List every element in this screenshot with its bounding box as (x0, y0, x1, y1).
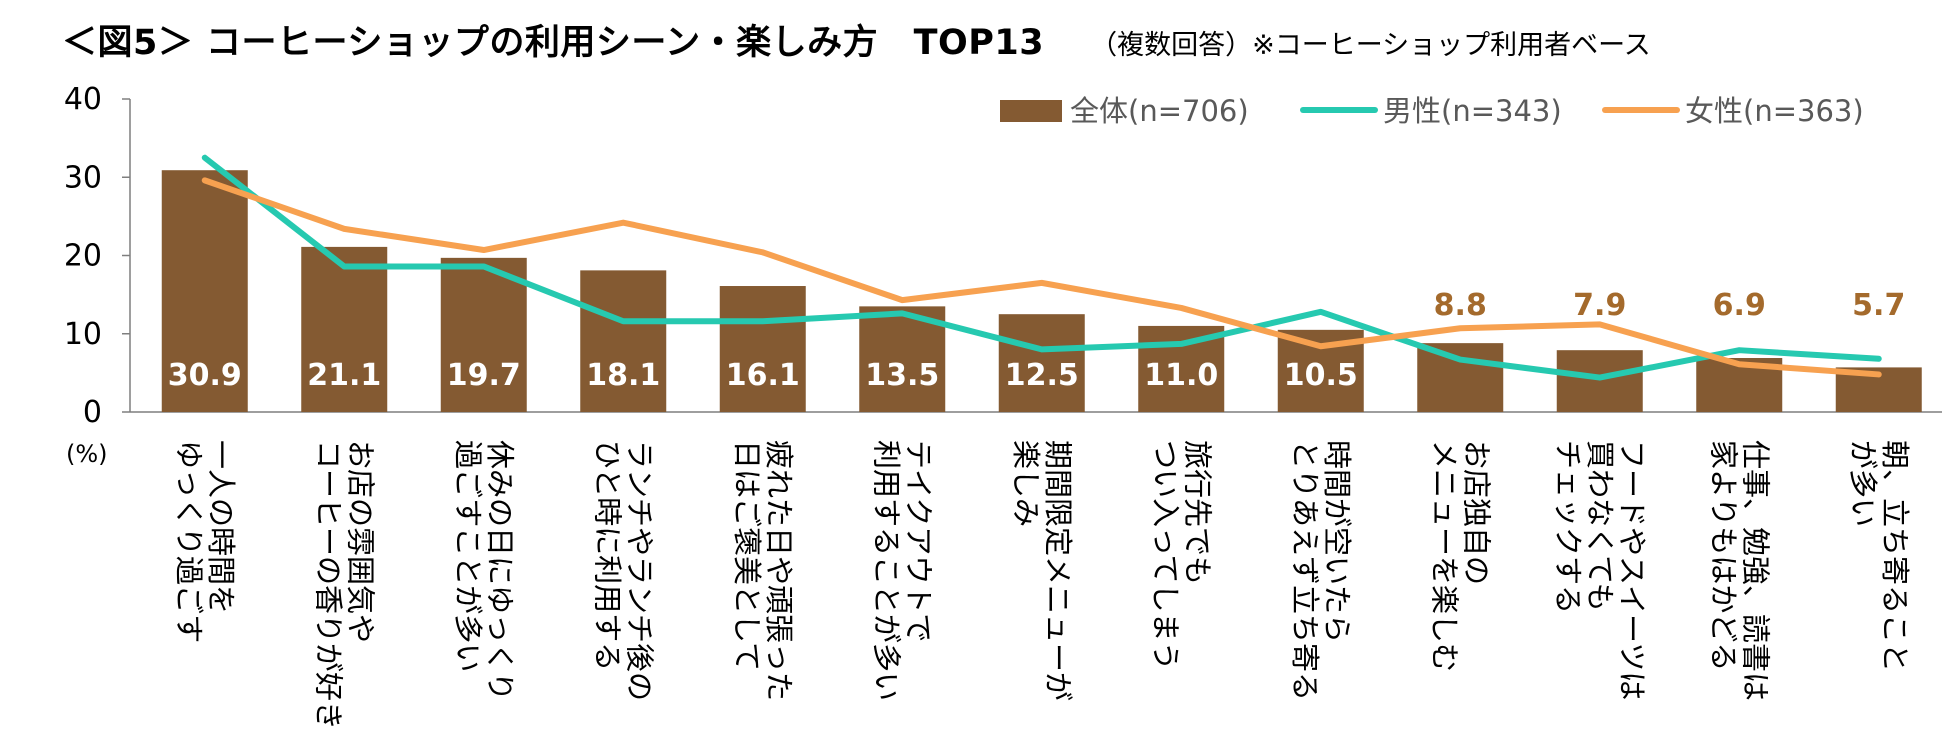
bar-value-label: 21.1 (307, 358, 381, 393)
bar-value-label: 16.1 (726, 358, 800, 393)
series-line (201, 177, 1882, 378)
lines (201, 154, 1882, 381)
bar (1556, 350, 1643, 412)
category-label-line: 楽しみ (1009, 440, 1043, 527)
bar (440, 257, 527, 412)
series-line (201, 154, 1882, 381)
legend-label: 全体(n=706) (1070, 94, 1249, 128)
category-label-line: 日はご褒美として (730, 440, 764, 671)
legend-label: 男性(n=343) (1383, 94, 1562, 128)
bar-value-label: 7.9 (1573, 288, 1626, 323)
category-label-line: ゆっくり過ごす (172, 440, 206, 643)
category-label-line: ランチやランチ後の (622, 440, 656, 701)
bar (998, 314, 1085, 412)
y-tick-label: 0 (83, 395, 102, 430)
category-label-line: 利用することが多い (869, 440, 903, 701)
category-label-line: 旅行先でも (1180, 440, 1214, 585)
y-tick-label: 20 (64, 239, 102, 274)
title-row: ＜図5＞ コーヒーショップの利用シーン・楽しみ方 TOP13 （複数回答）※コー… (62, 14, 1651, 64)
bar (301, 246, 388, 412)
category-label-line: 休みの日にゆっくり (483, 440, 517, 701)
category-label-line: 時間が空いたら (1320, 440, 1354, 643)
category-label-line: ひと時に利用する (590, 440, 624, 671)
category-label-line: 過ごすことが多い (451, 440, 485, 672)
category-label-line: テイクアウトで (901, 440, 935, 642)
category-label-line: メニューを楽しむ (1427, 440, 1461, 672)
category-label-line: 一人の時間を (204, 440, 238, 614)
category-label-line: 家よりもはかどる (1706, 440, 1740, 671)
bar-value-label: 18.1 (586, 358, 660, 393)
bar-value-label: 8.8 (1434, 288, 1487, 323)
category-label-line: が多い (1846, 440, 1880, 527)
legend-label: 女性(n=363) (1685, 94, 1864, 128)
bar-value-label: 30.9 (168, 358, 242, 393)
bar-value-label: 5.7 (1852, 288, 1905, 323)
bars: 30.9 21.1 19.7 18.1 16.1 13.5 12.5 11.0 10.5 8.8 7… (161, 170, 1922, 412)
legend: 全体(n=706) 男性(n=343) 女性(n=363) (1000, 94, 1864, 128)
bar (719, 286, 806, 412)
bar (161, 170, 248, 412)
category-label-line: 買わなくても (1583, 440, 1617, 612)
category-label-line: お店独自の (1459, 440, 1493, 585)
chart-title: ＜図5＞ コーヒーショップの利用シーン・楽しみ方 TOP13 (62, 23, 1045, 63)
category-label-line: フードやスイーツは (1615, 440, 1649, 700)
category-label-line: 仕事、勉強、読書は (1738, 440, 1772, 701)
bar-value-label: 19.7 (447, 358, 521, 393)
bar (859, 306, 946, 412)
category-label-line: とりあえず立ち寄る (1288, 440, 1322, 701)
legend-swatch (1000, 100, 1062, 122)
bar (1417, 343, 1504, 412)
chart-note: （複数回答）※コーヒーショップ利用者ベース (1090, 30, 1651, 61)
bar-value-label: 10.5 (1284, 358, 1358, 393)
category-label-line: チェックする (1551, 440, 1585, 614)
category-label-line: 期間限定メニューが (1041, 440, 1075, 701)
category-label-line: つい入ってしまう (1148, 440, 1182, 671)
bar-value-label: 13.5 (865, 358, 939, 393)
category-label-line: 朝、立ち寄ること (1878, 440, 1912, 672)
category-label-line: 疲れた日や頑張った (762, 440, 796, 701)
bar-value-label: 6.9 (1713, 288, 1766, 323)
category-label-line: コーヒーの香りが好き (311, 440, 345, 730)
y-tick-label: 30 (64, 160, 102, 195)
y-tick-label: 10 (64, 317, 102, 352)
unit-label: (%) (66, 440, 108, 468)
category-label-line: お店の雰囲気や (343, 440, 377, 643)
bar (580, 270, 667, 412)
bar-value-label: 11.0 (1144, 358, 1218, 393)
y-tick-label: 40 (64, 82, 102, 117)
bar-value-label: 12.5 (1005, 358, 1079, 393)
